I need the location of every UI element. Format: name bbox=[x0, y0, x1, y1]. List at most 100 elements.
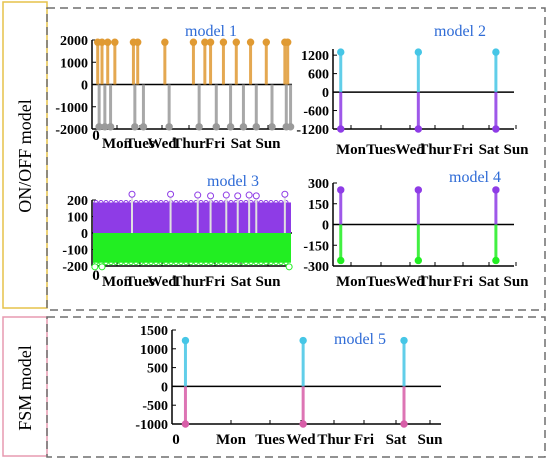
stem-marker bbox=[299, 336, 307, 345]
stem-marker bbox=[133, 199, 139, 205]
stem-marker bbox=[337, 125, 345, 133]
x-tick-label: Wed bbox=[147, 274, 177, 290]
y-tick-label: 0 bbox=[322, 86, 329, 101]
stem-marker bbox=[138, 260, 144, 266]
x-tick-label: Mon bbox=[102, 136, 133, 152]
y-tick-label: 0 bbox=[161, 380, 168, 395]
stem-marker bbox=[93, 199, 99, 205]
stem-marker bbox=[108, 199, 114, 205]
stem-marker bbox=[243, 260, 249, 266]
x-tick-label: Thur bbox=[418, 142, 452, 158]
stem-marker bbox=[273, 199, 279, 205]
stem-marker bbox=[212, 123, 220, 131]
y-tick-label: 100 bbox=[67, 211, 88, 226]
stem-marker bbox=[284, 38, 292, 46]
stem-marker bbox=[113, 260, 119, 266]
trough-marker bbox=[91, 263, 99, 271]
peak-marker bbox=[207, 192, 215, 200]
stem-marker bbox=[228, 260, 234, 266]
stem-marker bbox=[128, 260, 134, 266]
chart-title: model 4 bbox=[449, 169, 501, 186]
y-tick-label: 500 bbox=[147, 362, 168, 377]
y-tick-label: -1200 bbox=[296, 123, 329, 138]
stem-marker bbox=[253, 260, 259, 266]
y-tick-label: -600 bbox=[303, 105, 329, 120]
y-tick-label: 200 bbox=[67, 194, 88, 209]
stem-marker bbox=[113, 199, 119, 205]
stem-marker bbox=[213, 199, 219, 205]
y-tick-label: -150 bbox=[303, 239, 329, 254]
onoff-group-label: ON/OFF model bbox=[15, 99, 35, 213]
peak-marker bbox=[234, 192, 242, 200]
stem-marker bbox=[414, 48, 423, 56]
x-tick-label: Wed bbox=[147, 136, 177, 152]
y-tick-label: 1500 bbox=[140, 324, 168, 339]
y-tick-label: -1000 bbox=[55, 101, 88, 116]
stem-marker bbox=[263, 260, 269, 266]
x-tick-label: Thur bbox=[172, 274, 206, 290]
stem-marker bbox=[278, 260, 284, 266]
stem-marker bbox=[183, 260, 189, 266]
stem-marker bbox=[163, 199, 169, 205]
stem-marker bbox=[111, 38, 119, 46]
x-tick-label: Sun bbox=[417, 432, 443, 448]
stem-marker bbox=[153, 199, 159, 205]
stem-marker bbox=[198, 260, 204, 266]
x-tick-label: Thur bbox=[172, 136, 206, 152]
peak-marker bbox=[245, 191, 253, 199]
stem-marker bbox=[153, 260, 159, 266]
chart-title: model 2 bbox=[434, 23, 486, 40]
stem-marker bbox=[203, 199, 209, 205]
chart-panel-5: -1000 -500 0 500 1000 1500 Mon Tues Wed Thur Fri Sa… bbox=[135, 324, 443, 448]
peak-marker bbox=[128, 190, 136, 198]
stem-marker bbox=[123, 199, 129, 205]
chart-title: model 1 bbox=[185, 23, 237, 40]
peak-marker bbox=[167, 190, 175, 198]
x-tick-label: Sat bbox=[231, 136, 252, 152]
stem-marker bbox=[248, 260, 254, 266]
stem-marker bbox=[263, 199, 269, 205]
stem-marker bbox=[286, 123, 295, 131]
stem-marker bbox=[268, 260, 274, 266]
stem-marker bbox=[173, 199, 179, 205]
peak-marker bbox=[222, 191, 230, 199]
stem-marker bbox=[233, 260, 239, 266]
fsm-group-label: FSM model bbox=[15, 345, 35, 431]
stem-marker bbox=[118, 199, 124, 205]
fsm-group-frame bbox=[2, 316, 48, 457]
y-tick-label: 150 bbox=[308, 198, 329, 213]
stem-marker bbox=[143, 199, 149, 205]
stem-marker bbox=[158, 199, 164, 205]
stem-marker bbox=[118, 260, 124, 266]
y-tick-label: 600 bbox=[308, 68, 329, 83]
peak-marker bbox=[281, 190, 289, 198]
x-tick-label: Tues bbox=[125, 274, 155, 290]
stem-marker bbox=[268, 123, 276, 131]
x-tick-label: Mon bbox=[336, 274, 367, 290]
x-origin-label: 0 bbox=[172, 432, 180, 448]
x-tick-label: Tues bbox=[366, 274, 396, 290]
stem-marker bbox=[189, 38, 198, 46]
stem-marker bbox=[163, 260, 169, 266]
y-tick-label: 2000 bbox=[60, 34, 88, 49]
x-tick-label: Fri bbox=[453, 274, 473, 290]
stem-marker bbox=[131, 123, 139, 131]
stem-marker bbox=[492, 48, 500, 56]
peak-marker bbox=[194, 191, 202, 199]
stem-marker bbox=[213, 260, 219, 266]
stem-marker bbox=[218, 260, 224, 266]
y-tick-label: 0 bbox=[81, 227, 88, 242]
stem-marker bbox=[181, 336, 190, 345]
stem-marker bbox=[246, 38, 255, 46]
y-tick-label: 1000 bbox=[60, 56, 88, 71]
stem-marker bbox=[238, 260, 244, 266]
onoff-dashed-frame bbox=[46, 7, 546, 311]
onoff-group-frame bbox=[2, 1, 48, 309]
stem-marker bbox=[238, 199, 244, 205]
stem-marker bbox=[337, 186, 345, 194]
stem-marker bbox=[239, 123, 248, 131]
stem-marker bbox=[232, 38, 240, 46]
